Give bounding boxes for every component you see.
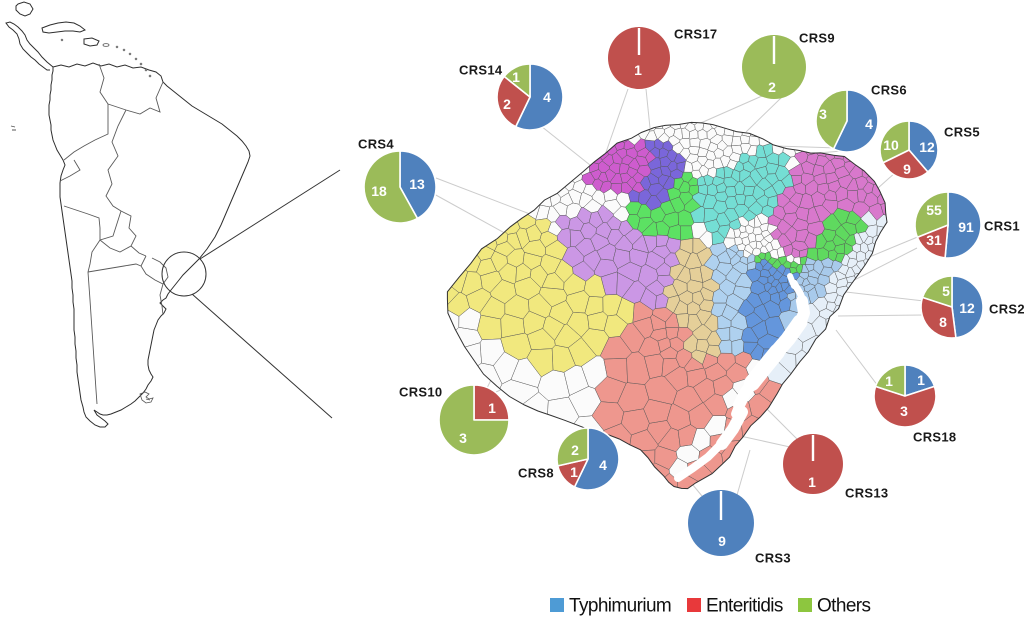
svg-text:CRS14: CRS14 bbox=[459, 63, 503, 78]
svg-text:CRS6: CRS6 bbox=[871, 83, 907, 98]
svg-text:1: 1 bbox=[634, 62, 642, 78]
svg-text:Typhimurium: Typhimurium bbox=[569, 596, 671, 617]
svg-text:Others: Others bbox=[817, 596, 871, 617]
svg-text:CRS10: CRS10 bbox=[399, 385, 442, 400]
svg-text:CRS9: CRS9 bbox=[799, 31, 835, 46]
svg-text:2: 2 bbox=[503, 96, 511, 112]
svg-text:12: 12 bbox=[919, 139, 935, 155]
svg-text:CRS17: CRS17 bbox=[674, 27, 717, 42]
svg-text:55: 55 bbox=[926, 202, 942, 218]
svg-text:4: 4 bbox=[599, 457, 607, 473]
svg-text:1: 1 bbox=[570, 464, 578, 480]
svg-text:3: 3 bbox=[819, 106, 827, 122]
svg-text:CRS2: CRS2 bbox=[989, 302, 1024, 317]
svg-text:10: 10 bbox=[883, 137, 899, 153]
svg-text:2: 2 bbox=[768, 79, 776, 95]
svg-text:12: 12 bbox=[959, 300, 975, 316]
svg-text:CRS8: CRS8 bbox=[518, 466, 554, 481]
svg-text:1: 1 bbox=[512, 69, 520, 85]
svg-text:CRS1: CRS1 bbox=[984, 219, 1020, 234]
svg-text:4: 4 bbox=[865, 116, 873, 132]
svg-text:3: 3 bbox=[459, 430, 467, 446]
svg-text:1: 1 bbox=[885, 373, 893, 389]
svg-text:CRS5: CRS5 bbox=[944, 125, 980, 140]
svg-text:8: 8 bbox=[939, 314, 947, 330]
svg-text:5: 5 bbox=[942, 283, 950, 299]
svg-text:4: 4 bbox=[543, 89, 551, 105]
svg-text:2: 2 bbox=[571, 442, 579, 458]
svg-text:CRS18: CRS18 bbox=[913, 430, 956, 445]
svg-text:1: 1 bbox=[488, 400, 496, 416]
svg-text:CRS13: CRS13 bbox=[845, 486, 888, 501]
svg-text:1: 1 bbox=[808, 474, 816, 490]
svg-text:9: 9 bbox=[903, 161, 911, 177]
svg-text:1: 1 bbox=[917, 372, 925, 388]
svg-text:91: 91 bbox=[958, 219, 974, 235]
svg-text:9: 9 bbox=[718, 533, 726, 549]
svg-text:3: 3 bbox=[900, 403, 908, 419]
svg-text:18: 18 bbox=[371, 183, 387, 199]
svg-text:31: 31 bbox=[926, 232, 942, 248]
svg-text:13: 13 bbox=[409, 176, 425, 192]
svg-text:CRS3: CRS3 bbox=[755, 551, 791, 566]
svg-text:Enteritidis: Enteritidis bbox=[706, 596, 783, 617]
svg-text:CRS4: CRS4 bbox=[358, 137, 394, 152]
